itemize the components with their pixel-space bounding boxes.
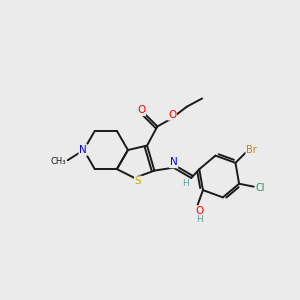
Text: CH₃: CH₃ [50, 157, 66, 166]
Text: S: S [135, 176, 141, 187]
Text: O: O [137, 105, 145, 115]
Text: H: H [196, 215, 202, 224]
Text: Cl: Cl [256, 183, 265, 193]
Text: N: N [79, 145, 87, 155]
Text: Br: Br [246, 145, 257, 154]
Text: N: N [170, 158, 177, 167]
Text: O: O [168, 110, 176, 120]
Text: H: H [182, 179, 189, 188]
Text: O: O [195, 206, 203, 216]
